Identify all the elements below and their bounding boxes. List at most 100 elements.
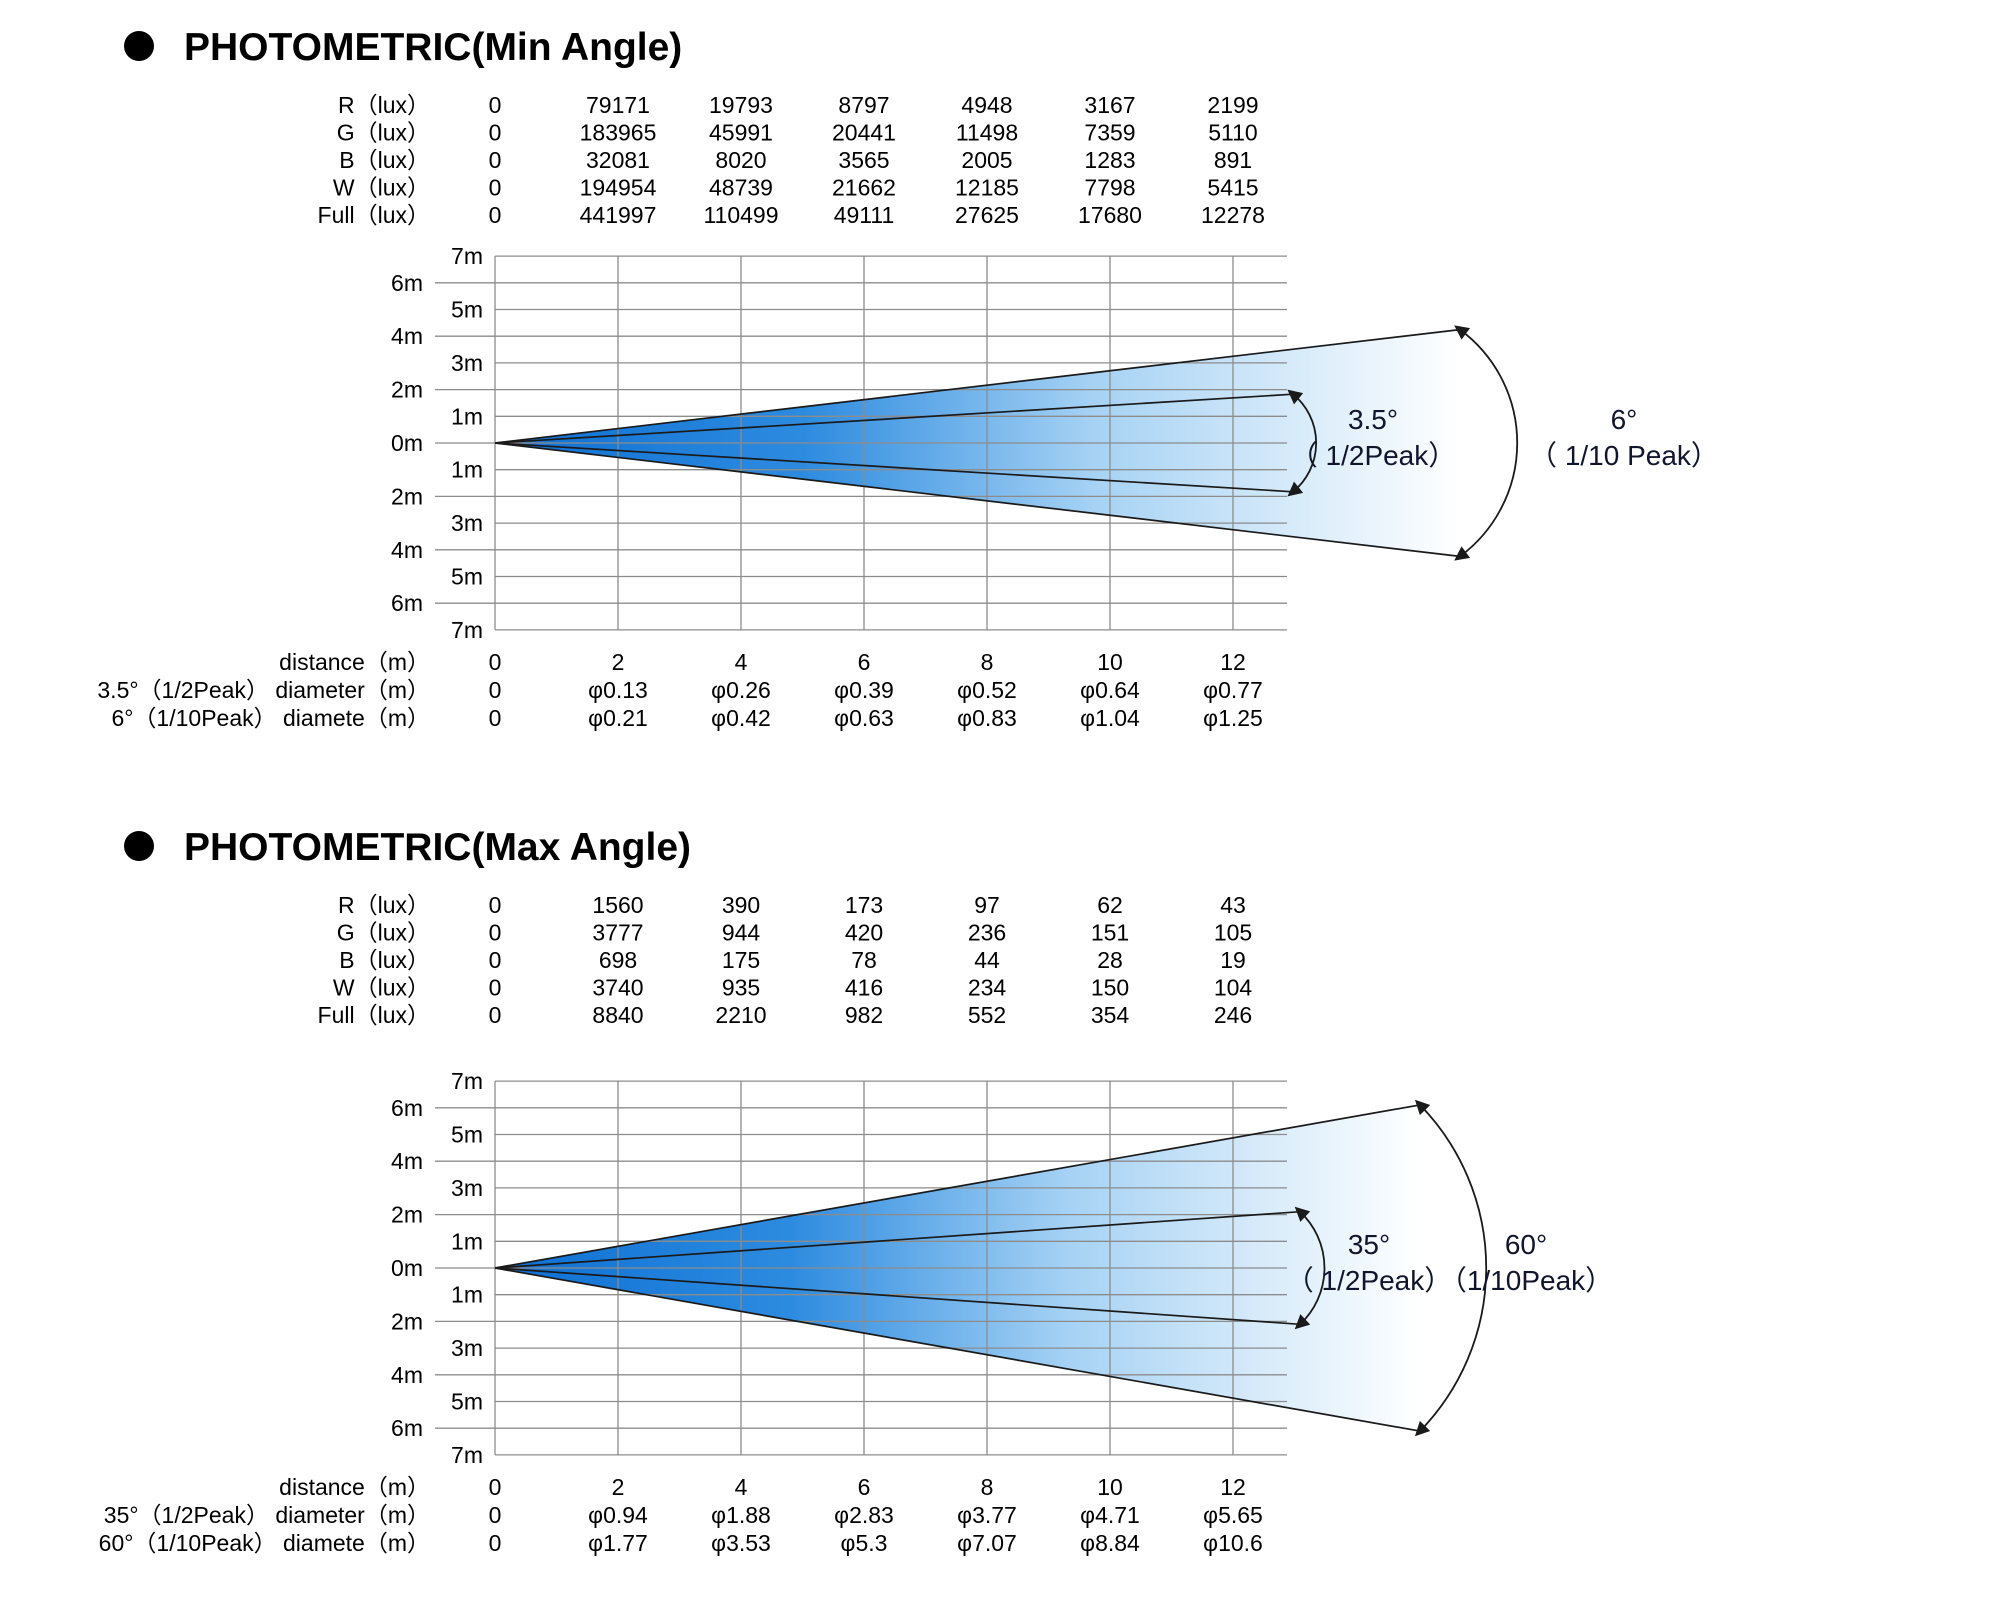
svg-text:35°: 35° [1348,1229,1390,1260]
svg-text:φ1.77: φ1.77 [588,1530,648,1556]
svg-text:7m: 7m [451,1442,483,1468]
svg-text:110499: 110499 [703,202,778,228]
svg-text:0: 0 [489,1502,502,1528]
svg-text:35°（1/2Peak） diameter（m）: 35°（1/2Peak） diameter（m） [104,1502,430,1528]
svg-text:φ7.07: φ7.07 [957,1530,1017,1556]
svg-text:0: 0 [489,947,502,973]
svg-text:（ 1/10 Peak）: （ 1/10 Peak） [1529,440,1719,471]
svg-text:49111: 49111 [834,202,895,228]
svg-text:44: 44 [974,947,1000,973]
svg-text:7m: 7m [451,1068,483,1094]
svg-text:12: 12 [1220,1474,1246,1500]
svg-text:3777: 3777 [592,920,643,946]
svg-text:5m: 5m [451,564,483,590]
svg-text:48739: 48739 [709,175,773,201]
svg-text:R（lux）: R（lux） [338,92,430,118]
svg-text:105: 105 [1214,920,1252,946]
svg-text:5m: 5m [451,1122,483,1148]
svg-text:φ2.83: φ2.83 [834,1502,894,1528]
svg-text:11498: 11498 [956,120,1018,146]
svg-text:2m: 2m [391,377,423,403]
svg-text:20441: 20441 [832,120,896,146]
svg-text:PHOTOMETRIC(Min Angle): PHOTOMETRIC(Min Angle) [184,26,682,69]
svg-text:21662: 21662 [832,175,896,201]
svg-text:φ1.88: φ1.88 [711,1502,771,1528]
svg-text:4: 4 [735,649,748,675]
svg-text:97: 97 [974,892,1000,918]
svg-text:0: 0 [489,920,502,946]
svg-text:175: 175 [722,947,760,973]
svg-text:1283: 1283 [1084,147,1135,173]
svg-text:0m: 0m [391,1255,423,1281]
svg-text:4: 4 [735,1474,748,1500]
svg-text:φ4.71: φ4.71 [1080,1502,1140,1528]
svg-text:4m: 4m [391,1362,423,1388]
svg-text:43: 43 [1220,892,1246,918]
svg-text:0: 0 [489,677,502,703]
svg-text:distance（m）: distance（m） [279,1474,430,1500]
svg-text:2m: 2m [391,1202,423,1228]
svg-text:6m: 6m [391,270,423,296]
svg-text:12: 12 [1220,649,1246,675]
svg-text:3m: 3m [451,1175,483,1201]
svg-text:150: 150 [1091,975,1129,1001]
svg-text:5m: 5m [451,297,483,323]
svg-text:3167: 3167 [1084,92,1135,118]
svg-text:8797: 8797 [838,92,889,118]
svg-text:3740: 3740 [592,975,643,1001]
svg-text:416: 416 [845,975,883,1001]
svg-text:0: 0 [489,1002,502,1028]
svg-text:552: 552 [968,1002,1006,1028]
svg-text:5415: 5415 [1207,175,1258,201]
svg-text:194954: 194954 [580,175,657,201]
svg-text:7m: 7m [451,243,483,269]
svg-text:4m: 4m [391,323,423,349]
svg-text:2199: 2199 [1207,92,1258,118]
svg-text:78: 78 [851,947,877,973]
svg-text:60°: 60° [1505,1229,1547,1260]
svg-text:φ1.25: φ1.25 [1203,705,1263,731]
svg-text:982: 982 [845,1002,883,1028]
svg-text:0: 0 [489,1474,502,1500]
svg-text:φ0.52: φ0.52 [957,677,1017,703]
svg-text:4m: 4m [391,537,423,563]
svg-text:12185: 12185 [955,175,1019,201]
svg-text:3m: 3m [451,510,483,536]
svg-text:17680: 17680 [1078,202,1142,228]
svg-text:6°（1/10Peak） diamete（m）: 6°（1/10Peak） diamete（m） [111,705,430,731]
svg-text:27625: 27625 [955,202,1019,228]
svg-text:B（lux）: B（lux） [339,147,430,173]
svg-text:3m: 3m [451,350,483,376]
svg-text:891: 891 [1214,147,1252,173]
svg-text:1m: 1m [451,1228,483,1254]
svg-text:φ1.04: φ1.04 [1080,705,1140,731]
svg-text:6m: 6m [391,590,423,616]
svg-text:R（lux）: R（lux） [338,892,430,918]
svg-text:distance（m）: distance（m） [279,649,430,675]
svg-text:φ10.6: φ10.6 [1203,1530,1263,1556]
svg-text:6m: 6m [391,1095,423,1121]
svg-text:3565: 3565 [838,147,889,173]
svg-text:1560: 1560 [592,892,643,918]
svg-text:W（lux）: W（lux） [333,175,430,201]
svg-text:441997: 441997 [580,202,657,228]
svg-text:1m: 1m [451,1282,483,1308]
svg-text:8840: 8840 [592,1002,643,1028]
svg-text:19793: 19793 [709,92,773,118]
svg-text:0: 0 [489,1530,502,1556]
svg-text:φ0.39: φ0.39 [834,677,894,703]
svg-text:0: 0 [489,649,502,675]
svg-text:104: 104 [1214,975,1253,1001]
svg-text:W（lux）: W（lux） [333,975,430,1001]
svg-text:（ 1/2Peak）: （ 1/2Peak） [1286,1265,1453,1296]
svg-text:10: 10 [1097,649,1123,675]
svg-text:246: 246 [1214,1002,1252,1028]
svg-text:60°（1/10Peak） diamete（m）: 60°（1/10Peak） diamete（m） [99,1530,430,1556]
svg-text:2210: 2210 [715,1002,766,1028]
svg-text:354: 354 [1091,1002,1130,1028]
svg-text:236: 236 [968,920,1006,946]
svg-text:944: 944 [722,920,761,946]
svg-text:（1/10Peak）: （1/10Peak） [1439,1265,1613,1296]
svg-text:151: 151 [1091,920,1129,946]
svg-text:19: 19 [1220,947,1246,973]
